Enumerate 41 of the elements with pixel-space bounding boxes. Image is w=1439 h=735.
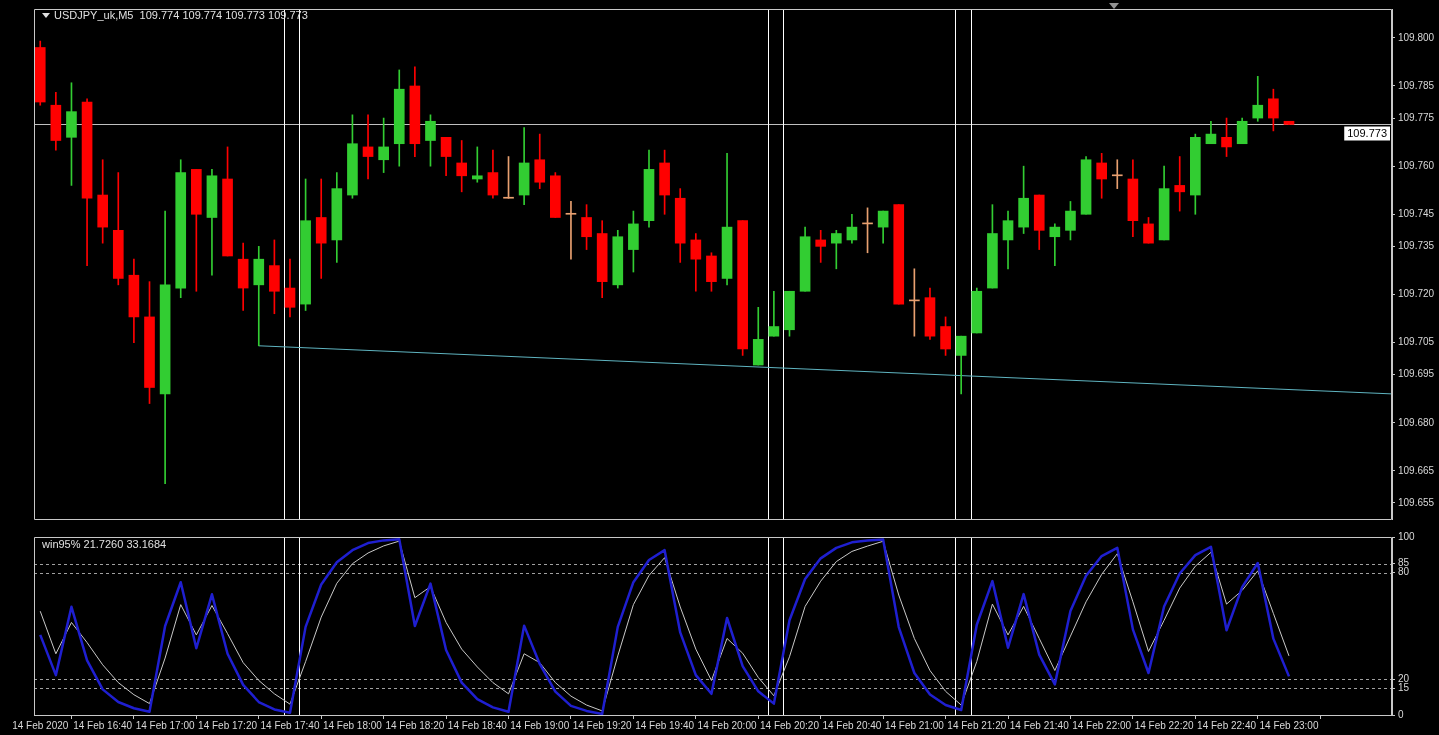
chart-title: win95% 21.7260 33.1684 [42, 538, 167, 550]
y-tick-label: 109.760 [1398, 159, 1435, 171]
x-tick-label: 14 Feb 17:00 [135, 719, 196, 731]
x-tick-label: 14 Feb 22:20 [1134, 719, 1195, 731]
x-tick-label: 14 Feb 22:40 [1197, 719, 1257, 731]
y-tick-label: 109.775 [1398, 111, 1435, 123]
y-tick-label: 85 [1398, 557, 1410, 569]
y-tick-label: 109.735 [1398, 240, 1435, 252]
x-tick-label: 14 Feb 2020 [12, 719, 69, 731]
x-tick-label: 14 Feb 20:40 [822, 719, 882, 731]
x-tick-label: 14 Feb 18:20 [385, 719, 445, 731]
x-tick-label: 14 Feb 23:00 [1259, 719, 1319, 731]
y-tick-label: 100 [1398, 530, 1416, 542]
y-tick-label: 109.785 [1398, 79, 1435, 91]
x-tick-label: 14 Feb 22:00 [1072, 719, 1132, 731]
y-tick-label: 109.745 [1398, 208, 1435, 220]
y-tick-label: 109.720 [1398, 288, 1435, 300]
x-tick-label: 14 Feb 21:40 [1009, 719, 1070, 731]
y-tick-label: 0 [1398, 708, 1404, 720]
x-tick-label: 14 Feb 18:40 [447, 719, 508, 731]
x-tick-label: 14 Feb 21:20 [947, 719, 1007, 731]
x-tick-label: 14 Feb 17:20 [198, 719, 258, 731]
y-tick-label: 109.680 [1398, 416, 1435, 428]
x-tick-label: 14 Feb 16:40 [73, 719, 133, 731]
x-tick-label: 14 Feb 17:40 [260, 719, 320, 731]
y-tick-label: 109.705 [1398, 336, 1435, 348]
y-tick-label: 20 [1398, 673, 1410, 685]
ref-line-label: 109.773 [1347, 126, 1387, 139]
x-tick-label: 14 Feb 20:20 [760, 719, 820, 731]
x-tick-label: 14 Feb 18:00 [322, 719, 383, 731]
x-tick-label: 14 Feb 19:00 [510, 719, 570, 731]
y-tick-label: 109.800 [1398, 31, 1435, 43]
y-tick-label: 109.695 [1398, 368, 1435, 380]
y-tick-label: 109.665 [1398, 464, 1435, 476]
y-tick-label: 109.655 [1398, 496, 1435, 508]
x-tick-label: 14 Feb 21:00 [884, 719, 945, 731]
x-tick-label: 14 Feb 20:00 [697, 719, 757, 731]
x-tick-label: 14 Feb 19:40 [635, 719, 695, 731]
y-tick-label: 15 [1398, 682, 1410, 694]
x-tick-label: 14 Feb 19:20 [572, 719, 633, 731]
y-tick-label: 80 [1398, 566, 1410, 578]
